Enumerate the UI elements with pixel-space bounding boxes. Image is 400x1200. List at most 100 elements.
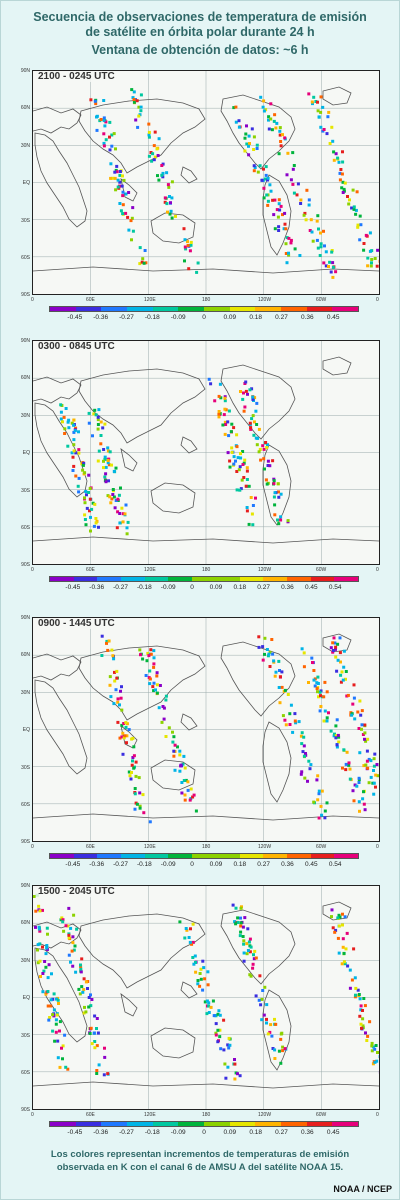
observation-point	[46, 932, 49, 936]
observation-point	[113, 176, 117, 180]
observation-point	[310, 100, 314, 104]
observation-point	[143, 249, 147, 252]
observation-point	[344, 947, 348, 951]
lat-label: 90S	[21, 562, 30, 568]
observation-point	[223, 395, 227, 399]
observation-point	[333, 641, 337, 645]
observation-point	[271, 459, 275, 463]
observation-point	[141, 257, 145, 261]
observation-point	[312, 669, 316, 672]
observation-point	[165, 202, 169, 206]
observation-point	[217, 1009, 221, 1013]
observation-point	[291, 167, 295, 171]
observation-point	[130, 737, 134, 741]
observation-point	[166, 210, 169, 214]
observation-point	[120, 184, 124, 188]
observation-point	[118, 703, 121, 707]
observation-point	[316, 214, 320, 218]
observation-point	[322, 719, 326, 723]
observation-point	[293, 719, 297, 723]
observation-point	[281, 1045, 285, 1049]
observation-point	[34, 909, 38, 913]
observation-point	[121, 194, 125, 198]
lat-label: EQ	[22, 727, 30, 733]
coastline	[322, 901, 352, 921]
observation-point	[278, 675, 282, 679]
observation-point	[308, 767, 312, 771]
observation-point	[47, 1018, 51, 1022]
observation-point	[372, 769, 375, 772]
lon-label: 60E	[86, 844, 95, 850]
coastline	[33, 266, 379, 274]
lat-label: 60N	[20, 652, 30, 658]
observation-point	[183, 238, 187, 242]
observation-point	[97, 449, 101, 453]
observation-point	[227, 409, 231, 413]
observation-point	[262, 1013, 266, 1017]
observation-point	[337, 924, 341, 928]
observation-point	[132, 766, 136, 770]
observation-point	[334, 928, 338, 932]
observation-point	[102, 1073, 106, 1077]
observation-point	[236, 456, 240, 460]
lat-label: 30S	[21, 218, 30, 224]
observation-point	[336, 642, 340, 646]
observation-point	[234, 120, 238, 124]
observation-point	[130, 763, 134, 767]
observation-point	[260, 178, 264, 182]
observation-point	[59, 918, 63, 922]
observation-point	[131, 759, 134, 763]
observation-point	[251, 523, 255, 527]
coastline	[120, 448, 138, 472]
observation-point	[37, 904, 41, 908]
observation-point	[279, 1037, 283, 1041]
map-2100-0245	[32, 70, 380, 295]
observation-point	[77, 448, 81, 452]
observation-point	[103, 124, 107, 128]
observation-point	[44, 992, 48, 996]
observation-point	[94, 517, 98, 520]
observation-point	[239, 906, 243, 910]
observation-point	[139, 93, 143, 97]
observation-point	[248, 421, 252, 425]
observation-point	[336, 658, 340, 662]
observation-point	[106, 494, 110, 498]
observation-point	[85, 493, 88, 497]
observation-point	[56, 998, 60, 1002]
observation-point	[292, 191, 296, 195]
observation-point	[97, 525, 100, 529]
lon-label: 0	[376, 297, 379, 303]
observation-point	[135, 99, 139, 103]
observation-point	[61, 420, 64, 424]
observation-point	[243, 916, 247, 920]
observation-point	[101, 426, 105, 430]
observation-point	[189, 927, 192, 931]
observation-point	[319, 231, 322, 235]
colorbar-segment	[281, 1122, 307, 1126]
observation-point	[267, 127, 271, 131]
observation-point	[138, 262, 142, 266]
observation-point	[127, 191, 131, 194]
observation-point	[47, 963, 51, 967]
observation-point	[330, 125, 334, 129]
observation-point	[279, 518, 283, 522]
observation-point	[85, 506, 89, 510]
observation-point	[369, 264, 373, 268]
observation-point	[270, 1034, 274, 1038]
observation-point	[252, 148, 256, 151]
colorbar-tick-label: -0.36	[93, 1129, 109, 1136]
observation-point	[125, 741, 128, 745]
lat-label: 60N	[20, 105, 30, 111]
observation-point	[354, 986, 358, 990]
observation-point	[316, 690, 319, 694]
observation-point	[219, 1047, 223, 1051]
observation-point	[59, 410, 63, 414]
observation-point	[310, 230, 314, 234]
observation-point	[239, 456, 243, 460]
observation-point	[38, 942, 42, 946]
observation-point	[207, 1011, 211, 1014]
observation-point	[315, 238, 319, 242]
observation-point	[99, 118, 103, 121]
colorbar-segment	[178, 1122, 205, 1126]
lon-label: 180	[202, 1112, 211, 1118]
